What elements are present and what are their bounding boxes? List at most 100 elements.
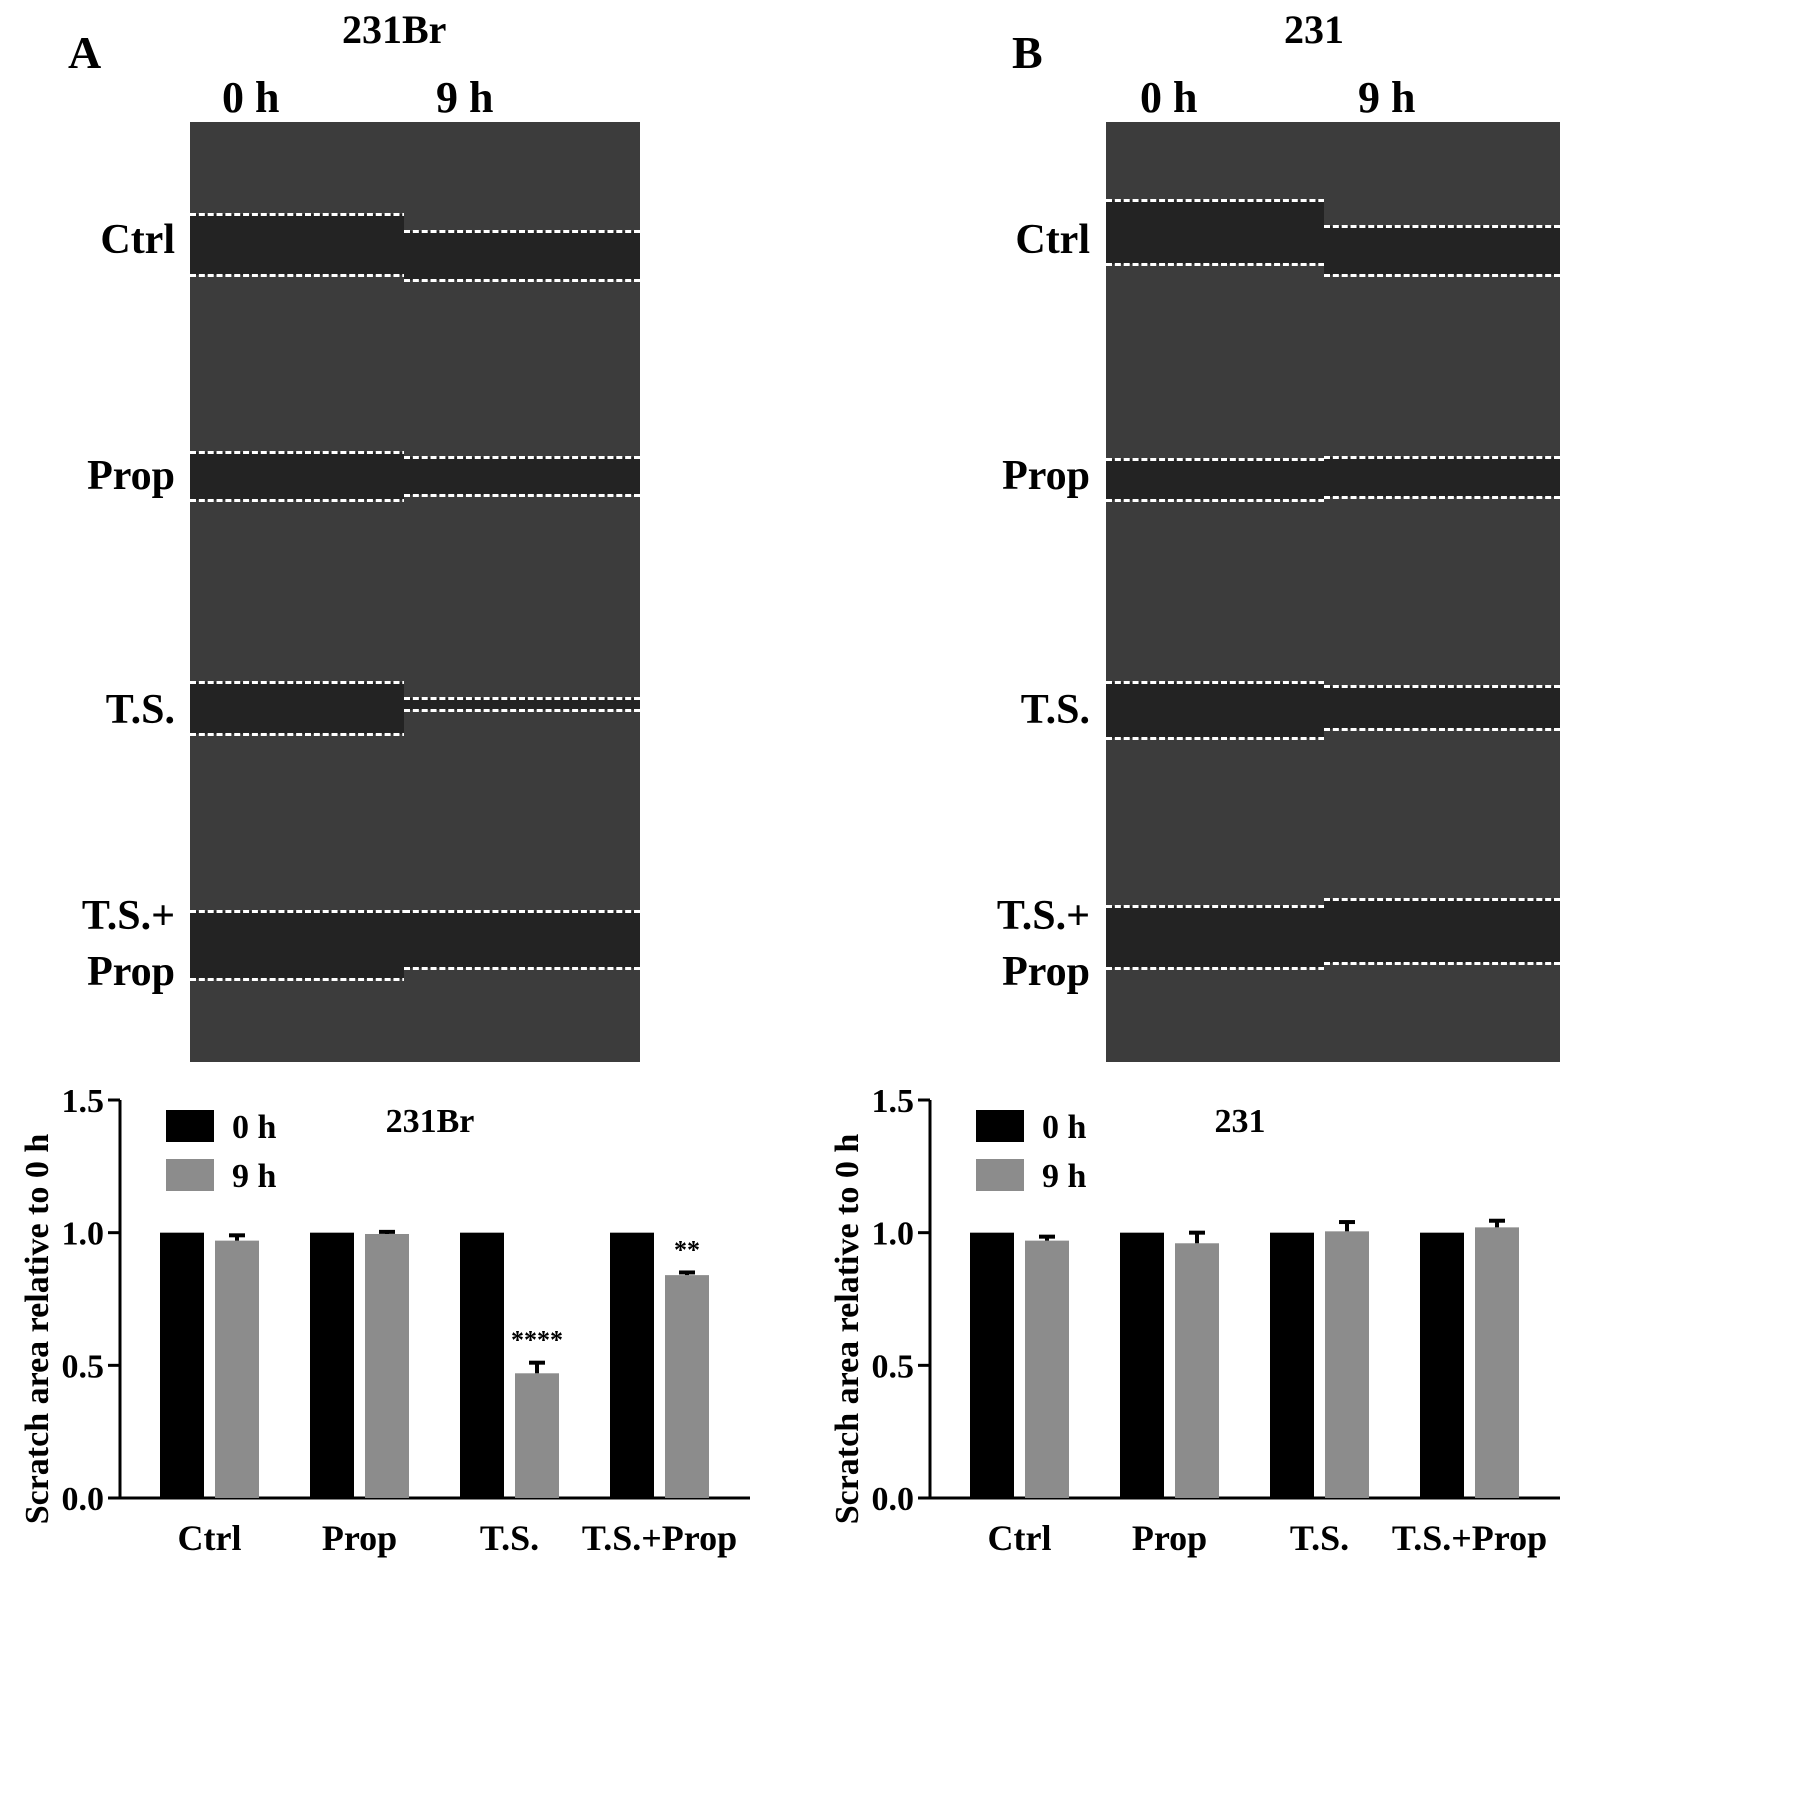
row-label-a-1: Ctrl xyxy=(15,212,175,268)
scratch-edge-upper-line xyxy=(1106,905,1342,909)
micrograph-a-row3-0h xyxy=(190,592,426,828)
scratch-gap xyxy=(1106,459,1342,500)
y-tick-label: 1.0 xyxy=(872,1216,915,1253)
significance-mark: **** xyxy=(511,1326,563,1355)
panel-b-time-9h: 9 h xyxy=(1358,73,1416,122)
row-label-line: Prop xyxy=(1002,949,1090,995)
bar-9h-1 xyxy=(1175,1243,1219,1498)
bar-9h-0 xyxy=(215,1240,259,1498)
scratch-edge-upper-line xyxy=(1324,685,1560,689)
legend-label-0: 0 h xyxy=(1042,1109,1087,1146)
legend-label-0: 0 h xyxy=(232,1109,277,1146)
scratch-gap xyxy=(190,452,426,500)
scratch-edge-lower-line xyxy=(1106,262,1342,266)
scratch-edge-lower-line xyxy=(1106,737,1342,741)
bar-0h-0 xyxy=(160,1232,204,1498)
x-tick-label: T.S. xyxy=(1290,1518,1349,1558)
micrograph-a-row2-9h xyxy=(404,358,640,594)
micrograph-a-row3-9h xyxy=(404,592,640,828)
scratch-edge-upper-line xyxy=(1106,458,1342,462)
bar-9h-0 xyxy=(1025,1240,1069,1498)
row-label-b-2: Prop xyxy=(930,448,1090,504)
bar-9h-1 xyxy=(365,1233,409,1498)
legend-swatch-1 xyxy=(976,1159,1024,1191)
scratch-edge-lower-line xyxy=(190,274,426,278)
panel-letter-a: A xyxy=(68,27,102,78)
panel-a-time-9h: 9 h xyxy=(436,73,494,122)
micrograph-a-row1-0h xyxy=(190,122,426,358)
y-tick-label: 1.5 xyxy=(872,1083,915,1120)
x-tick-label: Ctrl xyxy=(988,1518,1052,1558)
bar-0h-1 xyxy=(1120,1232,1164,1498)
panel-b-time-0h: 0 h xyxy=(1140,73,1198,122)
scratch-edge-upper-line xyxy=(190,213,426,217)
scratch-edge-upper-line xyxy=(404,697,640,701)
y-tick-label: 1.0 xyxy=(62,1216,105,1253)
scratch-edge-upper-line xyxy=(404,456,640,460)
scratch-gap xyxy=(190,214,426,276)
micrograph-b-row3-0h xyxy=(1106,592,1342,828)
scratch-edge-lower-line xyxy=(404,279,640,283)
scratch-edge-lower-line xyxy=(1324,496,1560,500)
scratch-edge-upper-line xyxy=(404,909,640,913)
micrograph-b-row3-9h xyxy=(1324,592,1560,828)
scratch-edge-upper-line xyxy=(190,680,426,684)
micrograph-b-row4-0h xyxy=(1106,826,1342,1062)
panel-a-cell-line: 231Br xyxy=(342,7,447,52)
micrograph-a-row4-0h xyxy=(190,826,426,1062)
panel-a-time-0h: 0 h xyxy=(222,73,280,122)
scratch-edge-lower-line xyxy=(1324,961,1560,965)
scratch-edge-upper-line xyxy=(190,451,426,455)
y-tick-label: 0.5 xyxy=(872,1348,915,1385)
y-tick-label: 0.5 xyxy=(62,1348,105,1385)
bar-0h-3 xyxy=(1420,1232,1464,1498)
scratch-gap xyxy=(404,910,640,968)
y-tick-label: 0.0 xyxy=(872,1481,915,1518)
scratch-edge-lower-line xyxy=(1106,498,1342,502)
bar-0h-2 xyxy=(1270,1232,1314,1498)
chart-title: 231 xyxy=(1215,1103,1266,1140)
scratch-gap xyxy=(1324,225,1560,276)
scratch-gap xyxy=(404,457,640,495)
x-tick-label: Prop xyxy=(1132,1518,1207,1558)
row-label-a-2: Prop xyxy=(15,448,175,504)
y-axis-title: Scratch area relative to 0 h xyxy=(19,1134,56,1525)
row-label-b-1: Ctrl xyxy=(930,212,1090,268)
scratch-gap xyxy=(404,230,640,281)
micrograph-b-row4-9h xyxy=(1324,826,1560,1062)
scratch-edge-upper-line xyxy=(1324,224,1560,228)
x-tick-label: T.S. xyxy=(480,1518,539,1558)
legend-swatch-0 xyxy=(976,1110,1024,1142)
bar-0h-1 xyxy=(310,1232,354,1498)
micrograph-b-row2-9h xyxy=(1324,358,1560,594)
scratch-edge-lower-line xyxy=(190,732,426,736)
x-tick-label: T.S.+Prop xyxy=(1392,1518,1547,1558)
bar-0h-3 xyxy=(610,1232,654,1498)
y-tick-label: 0.0 xyxy=(62,1481,105,1518)
scratch-gap xyxy=(1106,906,1342,968)
scratch-gap xyxy=(1324,457,1560,498)
x-tick-label: Prop xyxy=(322,1518,397,1558)
legend-label-1: 9 h xyxy=(232,1158,277,1195)
row-label-line: Ctrl xyxy=(100,217,175,263)
micrograph-a-row4-9h xyxy=(404,826,640,1062)
significance-mark: ** xyxy=(674,1235,700,1264)
scratch-gap xyxy=(1324,686,1560,729)
x-tick-label: T.S.+Prop xyxy=(582,1518,737,1558)
scratch-gap xyxy=(190,681,426,734)
row-label-line: T.S.+ xyxy=(996,893,1090,939)
scratch-edge-upper-line xyxy=(1106,198,1342,202)
x-tick-label: Ctrl xyxy=(178,1518,242,1558)
chart-title: 231Br xyxy=(386,1103,475,1140)
scratch-edge-lower-line xyxy=(404,966,640,970)
micrograph-b-row1-0h xyxy=(1106,122,1342,358)
bar-0h-2 xyxy=(460,1232,504,1498)
scratch-edge-upper-line xyxy=(190,909,426,913)
micrograph-b-row1-9h xyxy=(1324,122,1560,358)
bar-9h-3 xyxy=(665,1275,709,1498)
row-label-line: Prop xyxy=(87,949,175,995)
